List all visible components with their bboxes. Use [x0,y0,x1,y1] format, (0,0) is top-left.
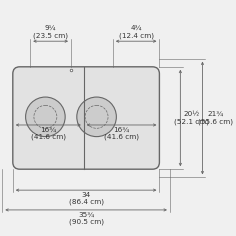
Text: 4¾
(12.4 cm): 4¾ (12.4 cm) [119,25,154,39]
Text: 35¾
(90.5 cm): 35¾ (90.5 cm) [69,211,104,225]
FancyBboxPatch shape [13,67,159,169]
Text: 20½
(52.1 cm): 20½ (52.1 cm) [174,111,210,125]
Circle shape [25,97,65,137]
Text: 16¾
(41.6 cm): 16¾ (41.6 cm) [104,126,139,140]
Text: 34
(86.4 cm): 34 (86.4 cm) [69,192,104,205]
Text: 21¾
(55.6 cm): 21¾ (55.6 cm) [198,111,233,125]
Text: 9¼
(23.5 cm): 9¼ (23.5 cm) [33,25,68,39]
Circle shape [77,97,116,137]
Text: 16¾
(41.6 cm): 16¾ (41.6 cm) [31,126,66,140]
